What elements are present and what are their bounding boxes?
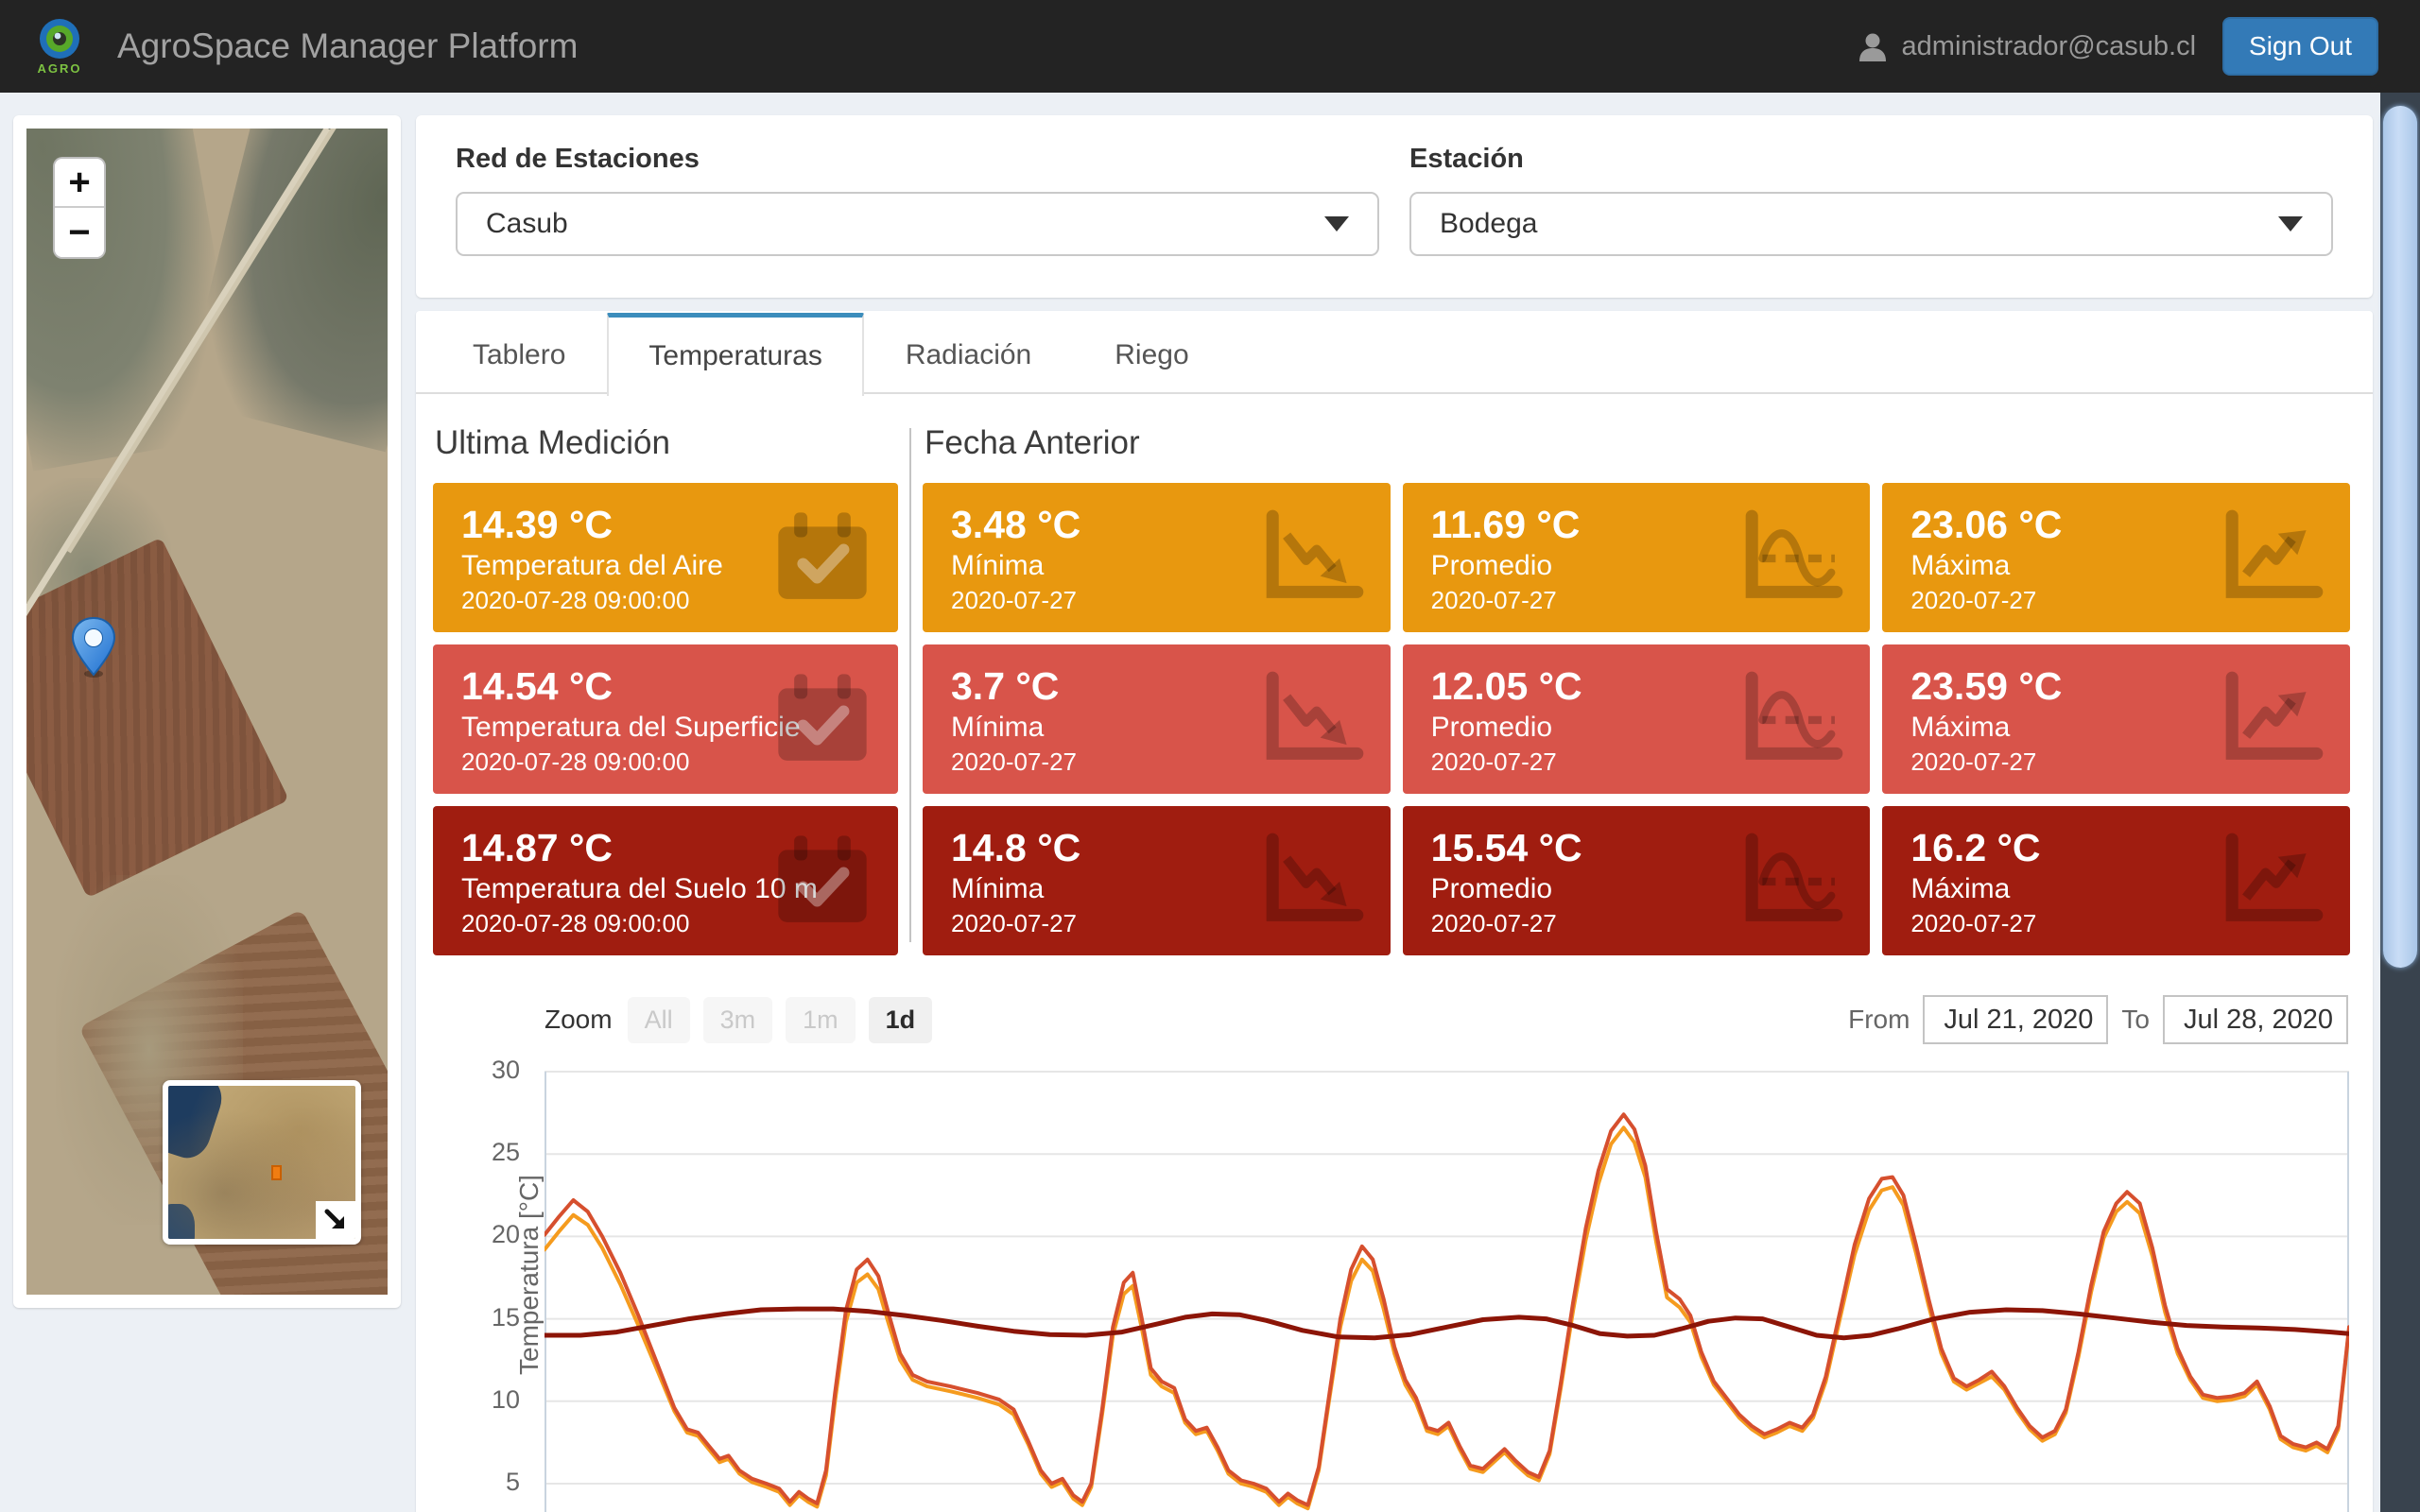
- latest-measurement-title: Ultima Medición: [435, 424, 898, 462]
- soil-min-card: 14.8 °C Mínima 2020-07-27: [923, 806, 1391, 955]
- tab-radiacion[interactable]: Radiación: [864, 313, 1073, 394]
- range-all-button[interactable]: All: [628, 997, 690, 1043]
- chart-range-selector: Zoom All 3m 1m 1d From To: [433, 995, 2350, 1044]
- chart-line-up-icon: [2221, 670, 2327, 768]
- surface-min-card: 3.7 °C Mínima 2020-07-27: [923, 644, 1391, 794]
- air-min-card: 3.48 °C Mínima 2020-07-27: [923, 483, 1391, 632]
- y-tick-label: 30: [463, 1056, 520, 1085]
- soil-max-card: 16.2 °C Máxima 2020-07-27: [1882, 806, 2350, 955]
- chart-line-up-icon: [2221, 508, 2327, 607]
- previous-day-title: Fecha Anterior: [925, 424, 2350, 462]
- chart-line-down-icon: [1262, 832, 1368, 930]
- air-temperature-card: 14.39 °C Temperatura del Aire 2020-07-28…: [433, 483, 898, 632]
- y-tick-label: 15: [463, 1303, 520, 1332]
- zoom-label: Zoom: [544, 1005, 613, 1035]
- calendar-check-icon: [769, 508, 875, 607]
- surface-avg-card: 12.05 °C Promedio 2020-07-27: [1403, 644, 1871, 794]
- range-1d-button[interactable]: 1d: [869, 997, 933, 1043]
- from-label: From: [1848, 1005, 1910, 1035]
- calendar-check-icon: [769, 670, 875, 768]
- from-date-input[interactable]: [1923, 995, 2108, 1044]
- station-select-label: Estación: [1409, 144, 2333, 175]
- range-1m-button[interactable]: 1m: [786, 997, 856, 1043]
- sign-out-button[interactable]: Sign Out: [2222, 17, 2378, 76]
- user-icon: [1857, 30, 1889, 62]
- y-tick-label: 10: [463, 1385, 520, 1415]
- map-terrain-patch: [182, 129, 388, 452]
- range-3m-button[interactable]: 3m: [703, 997, 773, 1043]
- station-select[interactable]: Bodega: [1409, 192, 2333, 256]
- surface-temperature-card: 14.54 °C Temperatura del Superficie 2020…: [433, 644, 898, 794]
- tab-tablero[interactable]: Tablero: [431, 313, 607, 394]
- map-zoom-control: + −: [53, 157, 106, 259]
- chart-line-down-icon: [1262, 508, 1368, 607]
- temperature-chart: Temperatura [°C] 30252015105: [433, 1061, 2350, 1512]
- app-title: AgroSpace Manager Platform: [117, 26, 578, 66]
- calendar-check-icon: [769, 832, 875, 930]
- logo-icon: [38, 17, 81, 60]
- to-date-input[interactable]: [2163, 995, 2348, 1044]
- minimap-toggle-arrow-icon: [323, 1208, 348, 1232]
- chart-plot-area[interactable]: [544, 1061, 2349, 1512]
- soil-temperature-card: 14.87 °C Temperatura del Suelo 10 m 2020…: [433, 806, 898, 955]
- page-scrollbar-thumb[interactable]: [2383, 106, 2417, 968]
- map-field-strips: [26, 538, 288, 898]
- chart-average-icon: [1741, 670, 1847, 768]
- y-tick-label: 5: [463, 1468, 520, 1497]
- user-email: administrador@casub.cl: [1902, 31, 2197, 62]
- network-select-label: Red de Estaciones: [456, 144, 1379, 175]
- station-dashboard: Tablero Temperaturas Radiación Riego Ult…: [416, 311, 2373, 1512]
- map-panel: + −: [13, 115, 401, 1308]
- to-label: To: [2121, 1005, 2150, 1035]
- logo-text: AGRO: [38, 61, 82, 76]
- air-max-card: 23.06 °C Máxima 2020-07-27: [1882, 483, 2350, 632]
- network-select[interactable]: Casub: [456, 192, 1379, 256]
- chevron-down-icon: [2278, 216, 2303, 232]
- station-marker-icon[interactable]: [70, 616, 117, 679]
- top-navbar: AGRO AgroSpace Manager Platform administ…: [0, 0, 2420, 93]
- soil-avg-card: 15.54 °C Promedio 2020-07-27: [1403, 806, 1871, 955]
- app-logo: AGRO: [28, 17, 91, 76]
- overview-minimap[interactable]: [163, 1080, 361, 1245]
- air-avg-card: 11.69 °C Promedio 2020-07-27: [1403, 483, 1871, 632]
- y-tick-label: 25: [463, 1138, 520, 1167]
- map-zoom-out-button[interactable]: −: [55, 208, 104, 257]
- page-scrollbar-track[interactable]: [2380, 93, 2420, 1512]
- station-filters: Red de Estaciones Casub Estación Bodega: [416, 115, 2373, 298]
- minimap-location-marker: [271, 1165, 282, 1180]
- tab-riego[interactable]: Riego: [1073, 313, 1230, 394]
- tab-temperaturas[interactable]: Temperaturas: [607, 313, 863, 396]
- satellite-map[interactable]: + −: [26, 129, 388, 1295]
- minimap-toggle-button[interactable]: [316, 1201, 355, 1239]
- station-select-value: Bodega: [1440, 208, 1537, 240]
- chart-average-icon: [1741, 508, 1847, 607]
- network-select-value: Casub: [486, 208, 568, 240]
- user-account: administrador@casub.cl: [1857, 30, 2197, 62]
- chart-line-down-icon: [1262, 670, 1368, 768]
- section-divider: [909, 428, 911, 942]
- dashboard-tabs: Tablero Temperaturas Radiación Riego: [416, 311, 2373, 394]
- map-zoom-in-button[interactable]: +: [55, 159, 104, 208]
- chart-line-up-icon: [2221, 832, 2327, 930]
- surface-max-card: 23.59 °C Máxima 2020-07-27: [1882, 644, 2350, 794]
- y-axis-ticks: 30252015105: [433, 1061, 533, 1512]
- y-tick-label: 20: [463, 1220, 520, 1249]
- chevron-down-icon: [1324, 216, 1349, 232]
- chart-average-icon: [1741, 832, 1847, 930]
